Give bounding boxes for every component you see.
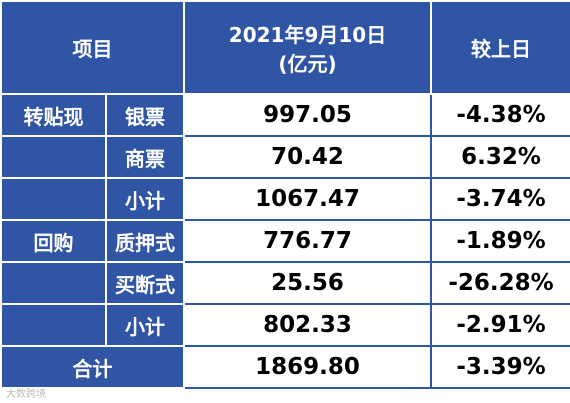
item-cell: 商票 (105, 135, 185, 179)
change-cell: -3.39% (430, 345, 570, 389)
change-cell: -4.38% (430, 93, 570, 137)
change-cell: 6.32% (430, 135, 570, 179)
total-row: 合计 1869.80 -3.39% (0, 345, 570, 389)
item-cell: 小计 (105, 303, 185, 347)
header-cell: 2021年9月10日 (亿元) (183, 0, 432, 95)
group-cell (0, 303, 107, 347)
group-cell (0, 135, 107, 179)
group-cell (0, 261, 107, 305)
value-cell: 1869.80 (183, 345, 432, 389)
group-cell: 回购 (0, 219, 107, 263)
change-cell: -2.91% (430, 303, 570, 347)
value-cell: 802.33 (183, 303, 432, 347)
watermark: 大数跨境 (6, 389, 46, 400)
value-cell: 1067.47 (183, 177, 432, 221)
header-row: 项目 2021年9月10日 (亿元) 较上日 (0, 0, 570, 95)
group-cell (0, 177, 107, 221)
table-row: 转贴现 银票 997.05 -4.38% (0, 93, 570, 137)
item-cell: 质押式 (105, 219, 185, 263)
group-cell: 转贴现 (0, 93, 107, 137)
header-cell: 较上日 (430, 0, 570, 95)
change-cell: -26.28% (430, 261, 570, 305)
change-cell: -3.74% (430, 177, 570, 221)
header-text: 2021年9月10日 (228, 22, 387, 47)
value-cell: 776.77 (183, 219, 432, 263)
value-cell: 997.05 (183, 93, 432, 137)
table-row: 小计 802.33 -2.91% (0, 303, 570, 347)
data-table: 项目 2021年9月10日 (亿元) 较上日 转贴现 银票 997.05 -4.38%… (0, 0, 570, 389)
item-cell: 小计 (105, 177, 185, 221)
table-row: 商票 70.42 6.32% (0, 135, 570, 179)
item-cell: 银票 (105, 93, 185, 137)
change-cell: -1.89% (430, 219, 570, 263)
header-text: (亿元) (278, 51, 337, 76)
value-cell: 70.42 (183, 135, 432, 179)
table-row: 买断式 25.56 -26.28% (0, 261, 570, 305)
value-cell: 25.56 (183, 261, 432, 305)
item-cell: 买断式 (105, 261, 185, 305)
total-label: 合计 (0, 345, 185, 389)
header-cell: 项目 (0, 0, 185, 95)
table-row: 小计 1067.47 -3.74% (0, 177, 570, 221)
table-row: 回购 质押式 776.77 -1.89% (0, 219, 570, 263)
